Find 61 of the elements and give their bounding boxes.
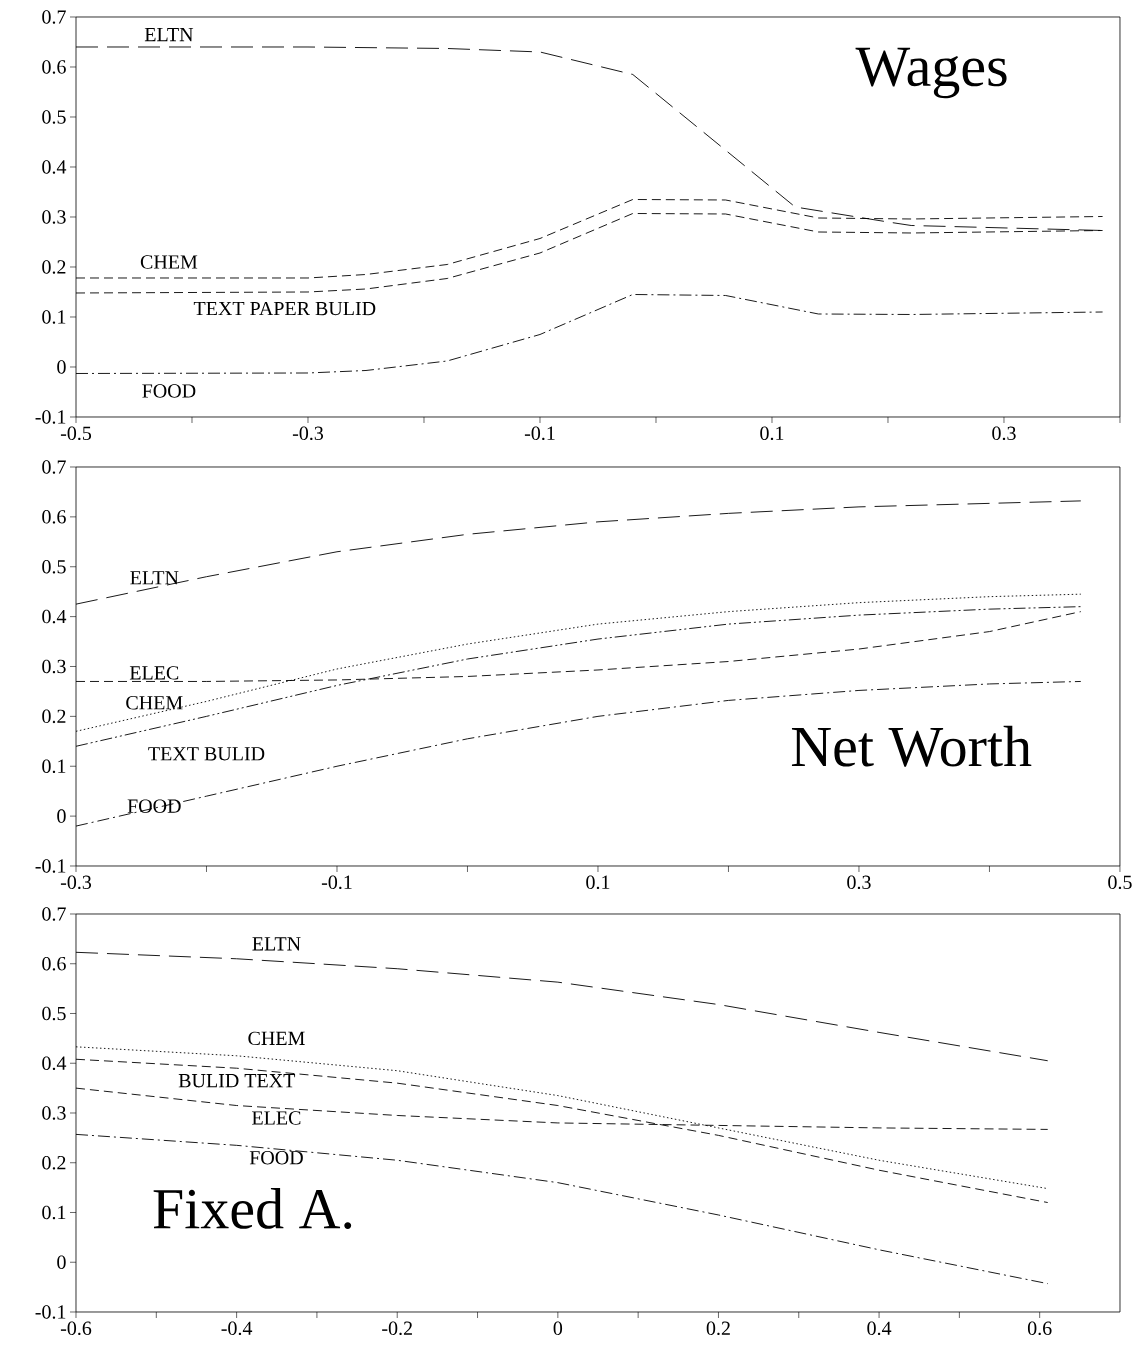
y-tick-label: 0.1 [42,1205,66,1220]
x-tick-label: 0 [553,1321,563,1336]
y-tick-label: 0 [57,1255,66,1269]
x-tick-label: -0.3 [60,875,92,890]
y-tick-label: 0.2 [42,709,66,724]
y-tick-label: 0 [57,360,66,374]
y-tick-label: 0.4 [42,1056,67,1071]
y-tick-label: 0.6 [42,510,66,524]
x-tick-label: 0.1 [586,875,610,890]
y-tick-label: 0.5 [42,1006,66,1021]
y-tick-label: 0 [57,809,66,823]
annotation: ELEC [129,666,179,680]
text: Fixed A. [153,1187,352,1230]
x-tick-label: -0.5 [60,426,92,441]
y-tick-label: 0.5 [42,110,66,124]
annotation: FOOD [249,1151,303,1165]
y-tick-label: 0.1 [42,759,66,774]
y-tick-label: 0.5 [42,559,66,574]
x-tick-label: 0.1 [760,426,784,441]
y-tick-label: -0.1 [35,859,66,873]
annotation: ELTN [252,937,301,951]
y-tick-label: 0.6 [42,60,66,74]
annotation: BULID TEXT [178,1074,296,1088]
annotation: FOOD [127,799,181,813]
annotation: TEXT PAPER BULID [193,301,376,316]
y-tick-label: 0.3 [42,659,66,674]
x-tick-label: 0.2 [706,1321,730,1336]
x-tick-label: -0.2 [382,1321,412,1336]
annotation: CHEM [248,1031,305,1046]
y-tick-label: 0.2 [42,1155,66,1170]
y-tick-label: 0.7 [42,10,66,24]
x-tick-label: -0.6 [60,1321,92,1336]
y-tick-label: 0.1 [42,310,66,324]
x-tick-label: -0.4 [221,1321,253,1336]
y-tick-label: 0.7 [42,907,66,921]
x-tick-label: 0.6 [1027,1321,1052,1336]
y-tick-label: -0.1 [35,1305,66,1319]
annotation: FOOD [142,384,196,398]
annotation: CHEM [126,696,183,710]
y-tick-label: -0.1 [35,410,66,424]
x-tick-label: 0.3 [992,426,1016,441]
y-tick-label: 0.3 [42,1106,66,1120]
y-tick-label: 0.6 [42,956,66,971]
annotation: CHEM [140,255,198,269]
x-tick-label: 0.5 [1108,875,1132,890]
x-tick-label: 0.3 [847,875,871,890]
annotation: ELEC [252,1111,301,1125]
x-tick-label: -0.1 [524,426,555,441]
y-tick-label: 0.4 [42,609,67,624]
y-tick-label: 0.3 [42,210,66,224]
y-tick-label: 0.4 [42,160,67,174]
text: Net Worth [791,725,1032,767]
annotation: TEXT BULID [148,747,265,761]
x-tick-label: -0.3 [292,426,324,441]
y-tick-label: 0.7 [42,460,66,474]
y-tick-label: 0.2 [42,260,66,274]
annotation: ELTN [144,28,194,42]
x-tick-label: -0.1 [321,875,352,890]
chart-title: Wages [855,47,1007,99]
x-tick-label: 0.4 [867,1321,892,1336]
annotation: ELTN [130,571,179,585]
